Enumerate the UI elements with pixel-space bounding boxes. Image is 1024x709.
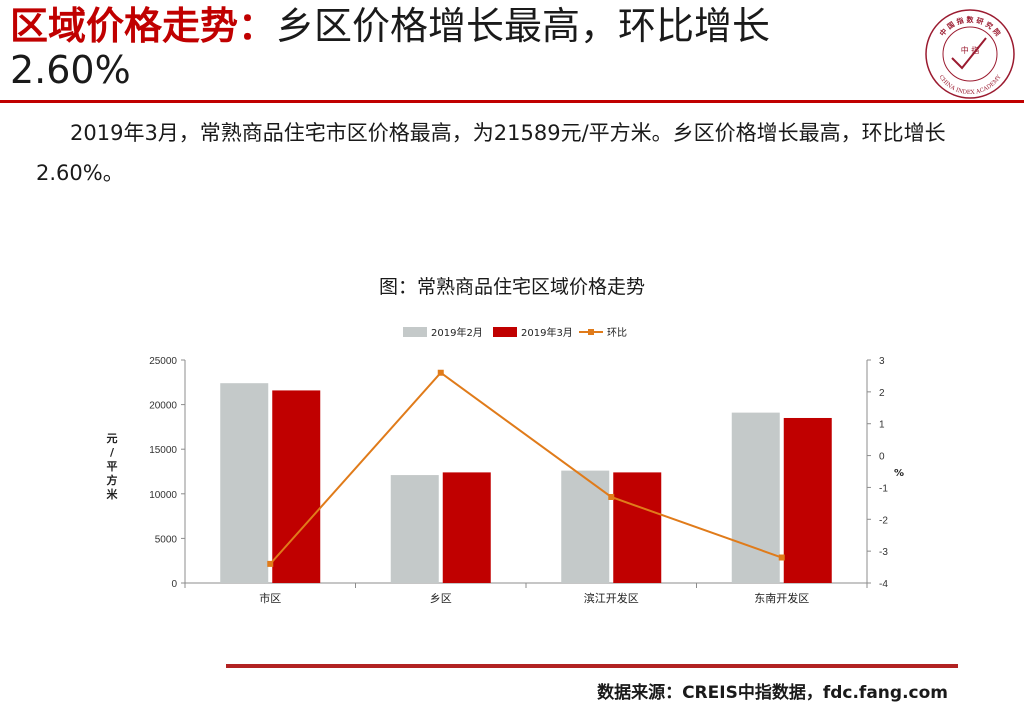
y-right-axis-label: % [894,468,904,479]
mom-change-point [267,560,274,567]
y-left-tick-label: 15000 [149,445,177,456]
title-value: 2.60% [10,48,131,92]
mom-change-point [437,369,444,376]
legend-label: 2019年2月 [431,326,483,339]
bar-mar [272,390,321,583]
chart-title: 图：常熟商品住宅区域价格走势 [378,276,645,298]
x-category-label: 东南开发区 [754,591,809,605]
data-source: 数据来源：CREIS中指数据，fdc.fang.com [597,683,948,703]
bar-feb [731,412,780,583]
footer-divider [226,664,958,668]
y-right-tick-label: -2 [879,515,888,526]
bar-feb [561,470,610,583]
summary-text: 2019年3月，常熟商品住宅市区价格最高，为21589元/平方米。乡区价格增长最… [36,121,946,185]
y-left-axis-label: 元 [107,432,118,445]
y-right-tick-label: 3 [879,356,885,367]
bar-mar [442,472,491,583]
legend-label: 2019年3月 [521,326,573,339]
y-left-tick-label: 20000 [149,401,177,412]
y-right-tick-label: 1 [879,420,885,431]
x-category-label: 乡区 [430,592,452,605]
china-index-academy-logo: 中 国 指 数 研 究 院 CHINA INDEX ACADEMY 中 指 [925,9,1015,99]
y-left-tick-label: 10000 [149,490,177,501]
y-right-tick-label: -3 [879,547,888,558]
legend-marker [588,329,594,335]
y-left-tick-label: 5000 [155,534,178,545]
y-right-tick-label: -1 [879,483,888,494]
y-left-tick-label: 0 [171,579,177,590]
logo-center-text: 中 指 [961,45,980,55]
bar-mar [783,417,832,583]
title-highlight: 区域价格走势 [10,4,239,48]
y-left-tick-label: 25000 [149,356,177,367]
legend-swatch [493,327,517,337]
y-left-axis-label: 米 [106,487,119,501]
y-right-tick-label: 2 [879,388,885,399]
y-left-axis-label: 平 [107,460,118,473]
title-colon: ： [238,4,277,48]
x-category-label: 市区 [259,591,281,605]
y-right-tick-label: -4 [879,579,888,590]
x-category-label: 滨江开发区 [584,591,639,605]
legend-label: 环比 [607,327,627,339]
y-left-axis-label: / [110,446,115,459]
title-text: 乡区价格增长最高，环比增长 [276,4,771,48]
title-divider [0,100,1024,103]
bar-feb [390,475,439,583]
y-left-axis-label: 方 [107,473,118,487]
mom-change-point [608,493,615,500]
mom-change-line [269,371,783,565]
y-right-tick-label: 0 [879,452,885,463]
bar-mar [613,472,662,583]
mom-change-point [778,554,785,561]
page-title: 区域价格走势：乡区价格增长最高，环比增长 2.60% [10,4,910,92]
legend-swatch [403,327,427,337]
bar-feb [220,383,269,583]
